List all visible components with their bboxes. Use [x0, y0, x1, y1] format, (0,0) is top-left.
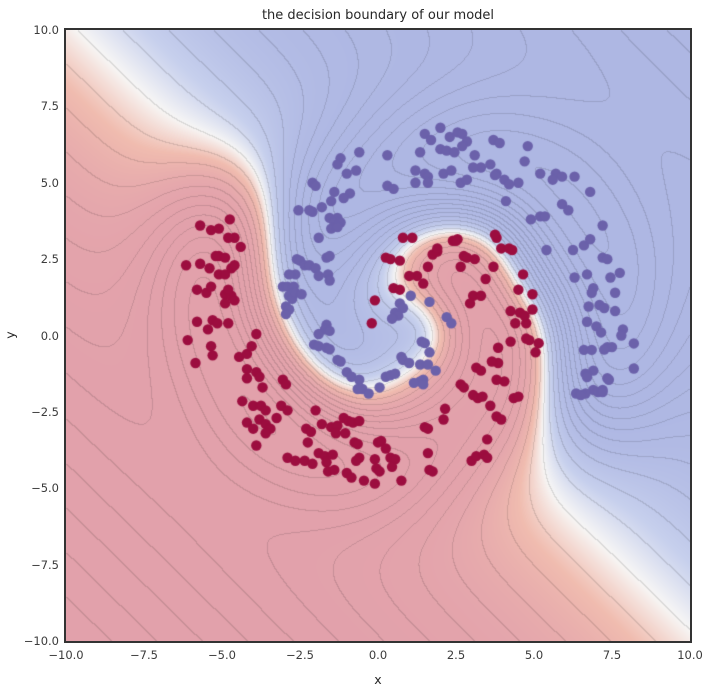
x-tick-label: −7.5 — [130, 648, 158, 662]
x-tick-label: 7.5 — [602, 648, 622, 662]
y-tick-label: −5.0 — [31, 481, 59, 496]
x-tick-label: 10.0 — [677, 648, 703, 662]
y-tick-label: 0.0 — [40, 328, 59, 343]
x-tick-label: 2.5 — [446, 648, 466, 662]
x-axis-label: x — [374, 672, 382, 687]
y-tick-label: −10.0 — [23, 634, 59, 648]
x-tick-label: −2.5 — [286, 648, 314, 662]
y-tick-label: 10.0 — [33, 23, 59, 37]
y-tick-label: 7.5 — [40, 99, 59, 114]
x-tick-label: −10.0 — [48, 648, 84, 662]
x-tick-label: 5.0 — [524, 648, 544, 662]
chart-title: the decision boundary of our model — [261, 8, 495, 23]
y-tick-label: 2.5 — [40, 252, 59, 267]
y-tick-label: −7.5 — [31, 557, 59, 572]
x-tick-label: 0.0 — [368, 648, 388, 662]
x-tick-label: −5.0 — [208, 648, 236, 662]
y-tick-label: 5.0 — [40, 175, 59, 190]
y-axis-label: y — [2, 331, 18, 339]
y-tick-label: −2.5 — [31, 404, 59, 419]
plot-area — [64, 28, 692, 643]
decision-surface-canvas — [66, 30, 690, 641]
